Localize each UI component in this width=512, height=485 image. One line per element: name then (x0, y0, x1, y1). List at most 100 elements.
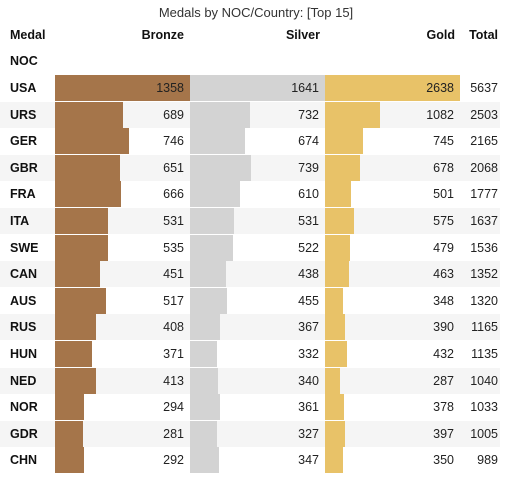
bronze-value: 371 (163, 347, 184, 361)
silver-value: 367 (298, 320, 319, 335)
noc-label: HUN (10, 347, 38, 361)
gold-bar (325, 101, 381, 128)
silver-bar (190, 154, 251, 181)
bronze-value: 531 (163, 214, 184, 228)
silver-value: 674 (298, 134, 319, 149)
silver-bar (190, 181, 241, 208)
total-value: 2068 (470, 160, 498, 175)
noc-label: CHN (10, 453, 38, 468)
table-row: GDR 281 327 397 1005 (0, 420, 512, 447)
silver-value: 1641 (291, 81, 319, 95)
total-value: 2165 (470, 134, 498, 149)
gold-bar (325, 128, 364, 155)
gold-value: 745 (433, 134, 454, 149)
noc-label: NED (10, 373, 37, 388)
gold-value: 397 (433, 426, 454, 441)
gold-bar (325, 314, 345, 341)
table-row: URS 689 732 1082 2503 (0, 101, 512, 128)
header-gold: Gold (426, 28, 455, 42)
bronze-value: 535 (163, 240, 184, 255)
table-row: NOR 294 361 378 1033 (0, 394, 512, 421)
table-row: GER 746 674 745 2165 (0, 128, 512, 155)
total-value: 1033 (470, 400, 498, 415)
bronze-value: 689 (163, 107, 184, 122)
silver-bar (190, 420, 217, 447)
bronze-value: 294 (163, 400, 184, 415)
table-row: CHN 292 347 350 989 (0, 447, 512, 474)
bronze-bar (55, 128, 130, 155)
bronze-value: 1358 (156, 81, 184, 95)
bronze-bar (55, 181, 122, 208)
bronze-value: 281 (163, 426, 184, 441)
table-row: RUS 408 367 390 1165 (0, 314, 512, 341)
gold-bar (325, 287, 343, 314)
silver-value: 522 (298, 240, 319, 255)
table-row: FRA 666 610 501 1777 (0, 181, 512, 208)
gold-bar (325, 447, 343, 474)
bronze-value: 666 (163, 187, 184, 202)
silver-bar (190, 394, 220, 421)
total-value: 5637 (470, 81, 498, 95)
silver-bar (190, 314, 221, 341)
gold-bar (325, 341, 348, 367)
gold-bar (325, 75, 460, 101)
gold-value: 479 (433, 240, 454, 255)
gold-bar (325, 234, 350, 261)
bronze-bar (55, 367, 97, 394)
bronze-value: 651 (163, 160, 184, 175)
silver-value: 739 (298, 160, 319, 175)
table-row: SWE 535 522 479 1536 (0, 234, 512, 261)
silver-value: 438 (298, 267, 319, 282)
gold-value: 378 (433, 400, 454, 415)
silver-value: 361 (298, 400, 319, 415)
noc-label: NOR (10, 400, 38, 415)
total-value: 1777 (470, 187, 498, 202)
header-medal: Medal (10, 28, 46, 42)
bronze-value: 408 (163, 320, 184, 335)
gold-bar (325, 367, 340, 394)
gold-bar (325, 394, 345, 421)
total-value: 1536 (470, 240, 498, 255)
silver-bar (190, 101, 251, 128)
total-value: 1637 (470, 214, 498, 228)
noc-label: GER (10, 134, 38, 149)
silver-bar (190, 128, 246, 155)
table-row: CAN 451 438 463 1352 (0, 261, 512, 288)
silver-value: 347 (298, 453, 319, 468)
total-value: 1040 (470, 373, 498, 388)
bronze-value: 517 (163, 293, 184, 308)
bronze-bar (55, 420, 83, 447)
total-value: 1135 (471, 347, 498, 361)
gold-value: 575 (433, 214, 454, 228)
gold-value: 348 (433, 293, 454, 308)
silver-bar (190, 75, 325, 101)
table-row: AUS 517 455 348 1320 (0, 287, 512, 314)
gold-value: 501 (433, 187, 454, 202)
bronze-bar (55, 261, 100, 288)
bronze-value: 292 (163, 453, 184, 468)
bronze-bar (55, 287, 107, 314)
silver-value: 455 (298, 293, 319, 308)
silver-value: 340 (298, 373, 319, 388)
table-row: HUN 371 332 432 1135 (0, 341, 512, 367)
silver-value: 327 (298, 426, 319, 441)
bronze-bar (55, 314, 96, 341)
table-row: USA 1358 1641 2638 5637 (0, 75, 512, 101)
silver-bar (190, 367, 218, 394)
noc-label: RUS (10, 320, 37, 335)
header-bronze: Bronze (141, 28, 184, 42)
noc-label: USA (10, 81, 37, 95)
chart-title: Medals by NOC/Country: [Top 15] (158, 5, 354, 20)
noc-label: SWE (10, 240, 39, 255)
gold-value: 678 (433, 160, 454, 175)
gold-value: 432 (433, 347, 454, 361)
header-noc: NOC (10, 54, 38, 68)
bronze-bar (55, 447, 85, 474)
bronze-value: 413 (163, 373, 184, 388)
noc-label: AUS (10, 293, 37, 308)
header-total: Total (469, 28, 498, 42)
gold-value: 390 (433, 320, 454, 335)
silver-value: 332 (298, 347, 319, 361)
gold-value: 350 (433, 453, 454, 468)
gold-value: 463 (433, 267, 454, 282)
